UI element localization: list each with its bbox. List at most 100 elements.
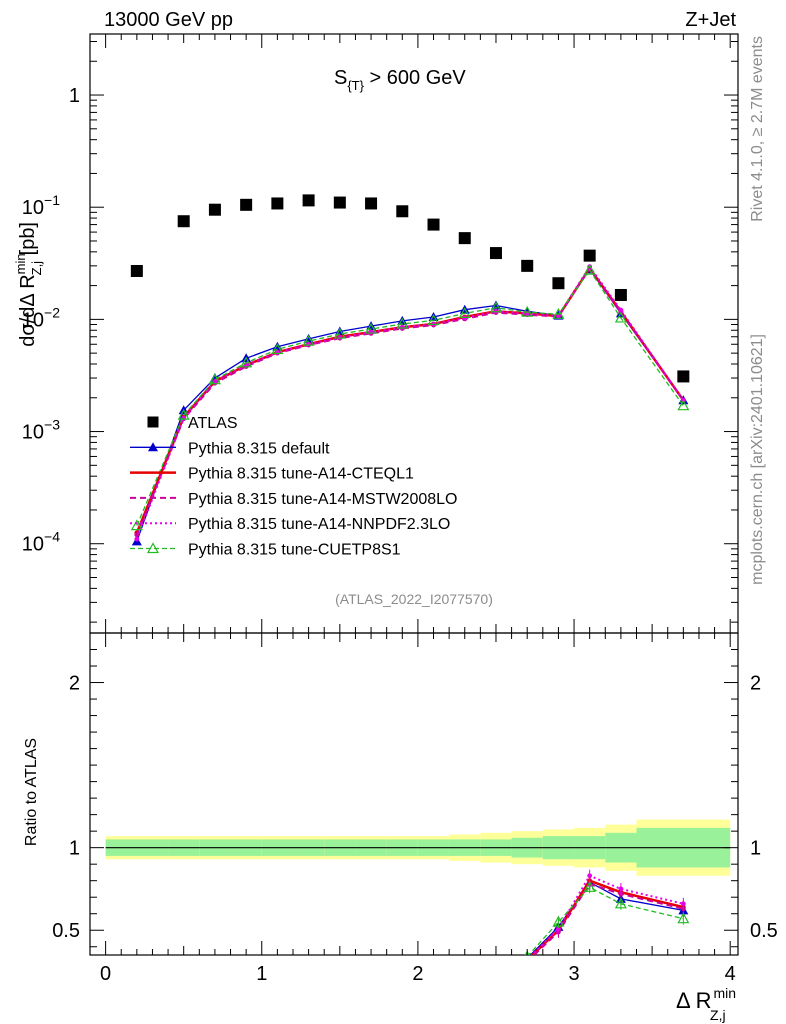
- legend-marker: [147, 416, 159, 428]
- series-0: [130, 194, 690, 383]
- atlas-point: [177, 215, 190, 228]
- atlas-point: [333, 196, 346, 209]
- atlas-point: [521, 259, 534, 272]
- series-point: [306, 341, 312, 347]
- ratio-tick-label: 0.5: [52, 920, 80, 942]
- ratio-tick-label: 0.5: [750, 920, 778, 942]
- x-tick-label: 2: [412, 963, 423, 985]
- legend-label: Pythia 8.315 tune-A14-NNPDF2.3LO: [188, 516, 450, 533]
- rivet-label: Rivet 4.1.0, ≥ 2.7M events: [749, 36, 766, 222]
- legend-label: Pythia 8.315 tune-CUETP8S1: [188, 542, 401, 559]
- ratio-tick-label: 2: [750, 673, 761, 695]
- header-left: 13000 GeV pp: [104, 9, 233, 31]
- atlas-point: [552, 277, 565, 290]
- series-point: [208, 373, 221, 385]
- series-point: [365, 322, 378, 334]
- legend-entry: ATLAS: [147, 415, 238, 432]
- ratio-line: [529, 881, 684, 955]
- y-tick-label: 10−2: [22, 304, 60, 331]
- series-point: [399, 324, 405, 330]
- ratio-ylabel: Ratio to ATLAS: [23, 738, 40, 846]
- legend-label: ATLAS: [188, 415, 238, 432]
- series-point: [489, 301, 502, 313]
- series-point: [333, 327, 346, 339]
- series-point: [271, 343, 284, 354]
- analysis-id: (ATLAS_2022_I2077570): [335, 591, 493, 607]
- series-5: [130, 263, 690, 531]
- legend-label: Pythia 8.315 tune-A14-MSTW2008LO: [188, 491, 457, 508]
- y-tick-label: 10−4: [22, 529, 60, 556]
- series-point: [177, 408, 190, 420]
- legend-marker: [148, 442, 158, 452]
- legend-label: Pythia 8.315 default: [188, 440, 330, 457]
- series-point: [677, 399, 690, 411]
- main-y-ticks: 10−4 10−3 10−2 10−1 1: [22, 41, 738, 623]
- series-point: [302, 334, 315, 346]
- series-point: [458, 307, 471, 319]
- series-point: [212, 378, 218, 384]
- ratio-tick-label: 2: [69, 673, 80, 695]
- atlas-point: [427, 218, 440, 231]
- atlas-point: [677, 370, 690, 383]
- ratio-tick-label: 1: [750, 838, 761, 860]
- ratio-frame: [89, 632, 739, 956]
- legend-marker: [146, 542, 160, 554]
- x-tick-label: 4: [725, 963, 736, 985]
- ratio-series-3: [525, 869, 686, 963]
- legend: ATLAS Pythia 8.315 default Pythia 8.315 tu…: [130, 415, 457, 559]
- mcplots-label: mcplots.cern.ch [arXiv:2401.10621]: [749, 334, 766, 585]
- series-point: [396, 317, 409, 329]
- series-line: [136, 268, 684, 526]
- atlas-point: [271, 197, 284, 210]
- y-tick-label: 10−1: [22, 192, 60, 219]
- series-point: [240, 356, 253, 368]
- series-point: [583, 263, 596, 275]
- header-right: Z+Jet: [685, 9, 736, 31]
- atlas-point: [489, 247, 502, 260]
- x-ticks: 0 1 2 3 4: [100, 34, 736, 985]
- series-point: [134, 536, 140, 542]
- legend-entry: Pythia 8.315 tune-A14-CTEQL1: [130, 466, 414, 483]
- legend-entry: Pythia 8.315 tune-CUETP8S1: [130, 542, 401, 559]
- atlas-point: [208, 203, 221, 216]
- legend-entry: Pythia 8.315 default: [130, 440, 330, 457]
- atlas-point: [396, 205, 409, 218]
- series-point: [614, 311, 627, 323]
- cut-label: S{T} > 600 GeV: [334, 67, 466, 93]
- series-point: [521, 305, 534, 317]
- x-tick-label: 0: [100, 963, 111, 985]
- ratio-y-ticks: 0.5 0.5 1 1 2 2: [52, 632, 778, 948]
- ratio-tick-label: 1: [69, 838, 80, 860]
- y-tick-label: 10−3: [22, 417, 60, 444]
- ratio-panel: 0.5 0.5 1 1 2 2: [52, 632, 778, 964]
- ratio-series: [524, 869, 690, 964]
- ratio-line: [530, 874, 684, 955]
- ratio-point: [525, 959, 530, 964]
- atlas-point: [302, 194, 315, 207]
- atlas-point: [365, 197, 378, 210]
- series-point: [368, 329, 374, 335]
- x-tick-label: 3: [568, 963, 579, 985]
- ratio-line: [530, 879, 684, 955]
- main-panel: 10−4 10−3 10−2 10−1 1: [22, 33, 739, 634]
- legend-label: Pythia 8.315 tune-A14-CTEQL1: [188, 466, 414, 483]
- atlas-point: [614, 288, 627, 301]
- ratio-bands: [105, 819, 731, 876]
- ratio-point: [525, 958, 530, 963]
- legend-entry: Pythia 8.315 tune-A14-MSTW2008LO: [130, 491, 457, 508]
- main-ylabel: dσ/dΔ RminZ,j [pb]: [13, 222, 44, 347]
- main-series: [130, 194, 690, 546]
- ratio-line: [527, 886, 684, 955]
- legend-entry: Pythia 8.315 tune-A14-NNPDF2.3LO: [130, 516, 450, 533]
- ratio-point: [525, 958, 530, 963]
- atlas-point: [130, 264, 143, 277]
- y-tick-label: 1: [69, 85, 80, 107]
- series-point: [618, 307, 624, 313]
- series-point: [427, 314, 440, 325]
- atlas-point: [240, 198, 253, 211]
- series-point: [130, 519, 143, 531]
- series-point: [552, 308, 565, 319]
- atlas-point: [583, 249, 596, 262]
